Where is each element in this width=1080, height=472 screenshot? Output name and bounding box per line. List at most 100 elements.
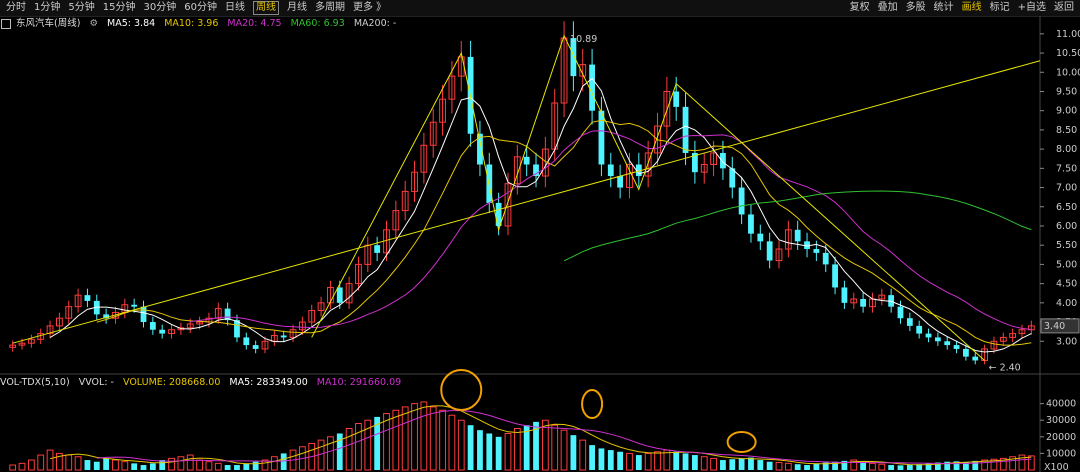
- period-tab-10[interactable]: 更多 》: [352, 2, 387, 13]
- period-tab-6[interactable]: 日线: [224, 2, 245, 13]
- volume-bar-down: [972, 460, 979, 470]
- tool-tab-2[interactable]: 多股: [905, 2, 926, 13]
- volume-bar-down: [533, 421, 539, 470]
- candle-body-down: [589, 64, 595, 111]
- candle-body-down: [897, 306, 904, 319]
- volume-indicator-name[interactable]: VOL-TDX(5,10): [0, 377, 70, 388]
- vvol-value: VVOL: -: [78, 377, 114, 388]
- chart-box-icon[interactable]: [1, 18, 11, 29]
- volume-bar-up: [177, 456, 185, 471]
- candle-body-up: [355, 263, 362, 285]
- volume-bar-up: [196, 459, 203, 471]
- tool-tab-6[interactable]: +自选: [1017, 2, 1046, 13]
- tool-tab-1[interactable]: 叠加: [877, 2, 898, 13]
- candle-body-down: [794, 229, 801, 242]
- candle-body-up: [65, 306, 73, 319]
- current-price-box: [1040, 318, 1080, 334]
- volume-bar-down: [336, 433, 343, 470]
- candle-body-up: [429, 121, 437, 146]
- volume-bar-up: [878, 463, 886, 471]
- period-tab-8[interactable]: 月线: [286, 2, 307, 13]
- volume-bar-up: [327, 436, 334, 471]
- candle-body-down: [813, 249, 820, 253]
- candle-body-down: [570, 38, 577, 77]
- price-tick-label: 9.50: [1056, 86, 1077, 97]
- volume-bar-up: [869, 462, 876, 471]
- volume-bar-down: [280, 453, 287, 470]
- volume-tick-label: 10000: [1046, 448, 1076, 459]
- candle-body-up: [710, 152, 717, 165]
- volume-ma10-value: MA10: 291660.09: [316, 377, 402, 388]
- tool-tab-0[interactable]: 复权: [849, 2, 870, 13]
- tool-tab-7[interactable]: 返回: [1054, 2, 1074, 13]
- volume-bar-up: [37, 454, 45, 471]
- ma5-value: MA5: 3.84: [107, 18, 156, 29]
- volume-bar-down: [467, 425, 474, 470]
- period-tab-3[interactable]: 15分钟: [102, 2, 136, 13]
- period-tab-0[interactable]: 分时: [6, 2, 26, 13]
- volume-bar-up: [504, 432, 512, 471]
- candle-body-down: [804, 241, 810, 250]
- candle-body-up: [345, 283, 353, 304]
- candle-body-down: [495, 202, 502, 226]
- volume-bar-up: [784, 462, 792, 471]
- volume-bar-down: [860, 461, 867, 470]
- candle-body-down: [934, 337, 941, 342]
- period-tab-1[interactable]: 1分钟: [34, 2, 61, 13]
- volume-bar-up: [700, 456, 708, 471]
- candle-body-down: [925, 333, 932, 338]
- volume-bar-down: [131, 463, 138, 470]
- volume-bar-down: [963, 462, 969, 470]
- trendline-zigzag: [311, 34, 985, 361]
- candle-body-up: [46, 325, 54, 335]
- volume-tick-label: 20000: [1046, 432, 1076, 443]
- price-tick-label: 7.50: [1056, 163, 1077, 174]
- tool-tab-5[interactable]: 标记: [989, 2, 1010, 13]
- volume-bar-down: [934, 462, 941, 470]
- gear-icon[interactable]: ⚙: [89, 18, 99, 29]
- period-tab-7[interactable]: 周线: [252, 1, 279, 15]
- candle-body-down: [729, 168, 736, 188]
- high-price-label: 10.89: [570, 34, 597, 45]
- candle-body-up: [9, 344, 17, 348]
- candle-body-up: [401, 190, 409, 212]
- volume-ma10-line: [96, 410, 1032, 465]
- volume-bar-down: [720, 460, 726, 470]
- volume-bar-down: [897, 465, 904, 470]
- volume-bar-up: [1027, 455, 1035, 471]
- candle-body-up: [317, 302, 325, 312]
- candle-body-up: [560, 37, 568, 104]
- period-tab-9[interactable]: 多周期: [314, 2, 345, 13]
- price-tick-label: 5.00: [1056, 259, 1077, 270]
- price-tick-label: 8.50: [1056, 125, 1077, 136]
- period-tab-4[interactable]: 30分钟: [143, 2, 177, 13]
- volume-bar-up: [439, 409, 446, 471]
- period-tab-2[interactable]: 5分钟: [68, 2, 95, 13]
- candle-body-up: [186, 323, 194, 329]
- volume-bar-up: [9, 464, 17, 471]
- volume-bar-down: [822, 462, 829, 470]
- candle-body-down: [916, 325, 923, 334]
- candle-body-down: [243, 337, 250, 346]
- candle-body-down: [906, 318, 913, 326]
- period-tab-5[interactable]: 60分钟: [184, 2, 217, 13]
- volume-bar-down: [607, 450, 614, 470]
- volume-bar-up: [999, 457, 1007, 471]
- volume-bar-up: [429, 406, 437, 471]
- candle-body-up: [214, 308, 222, 319]
- volume-bar-down: [757, 460, 764, 470]
- tool-tab-4[interactable]: 画线: [961, 2, 982, 13]
- volume-bar-up: [644, 452, 652, 471]
- tool-tab-3[interactable]: 统计: [933, 2, 954, 13]
- volume-bar-down: [766, 461, 773, 470]
- ma-info-bar: 东风汽车(周线) ⚙ MA5: 3.84 MA10: 3.96 MA20: 4.…: [0, 17, 1080, 30]
- candle-body-down: [280, 335, 287, 338]
- volume-bar-down: [234, 465, 240, 470]
- candle-body-down: [234, 320, 240, 338]
- volume-bar-down: [523, 425, 530, 470]
- price-tick-label: 11.00: [1056, 29, 1080, 40]
- candle-body-up: [999, 336, 1007, 342]
- volume-bar-up: [1009, 456, 1017, 471]
- candle-body-up: [439, 98, 446, 123]
